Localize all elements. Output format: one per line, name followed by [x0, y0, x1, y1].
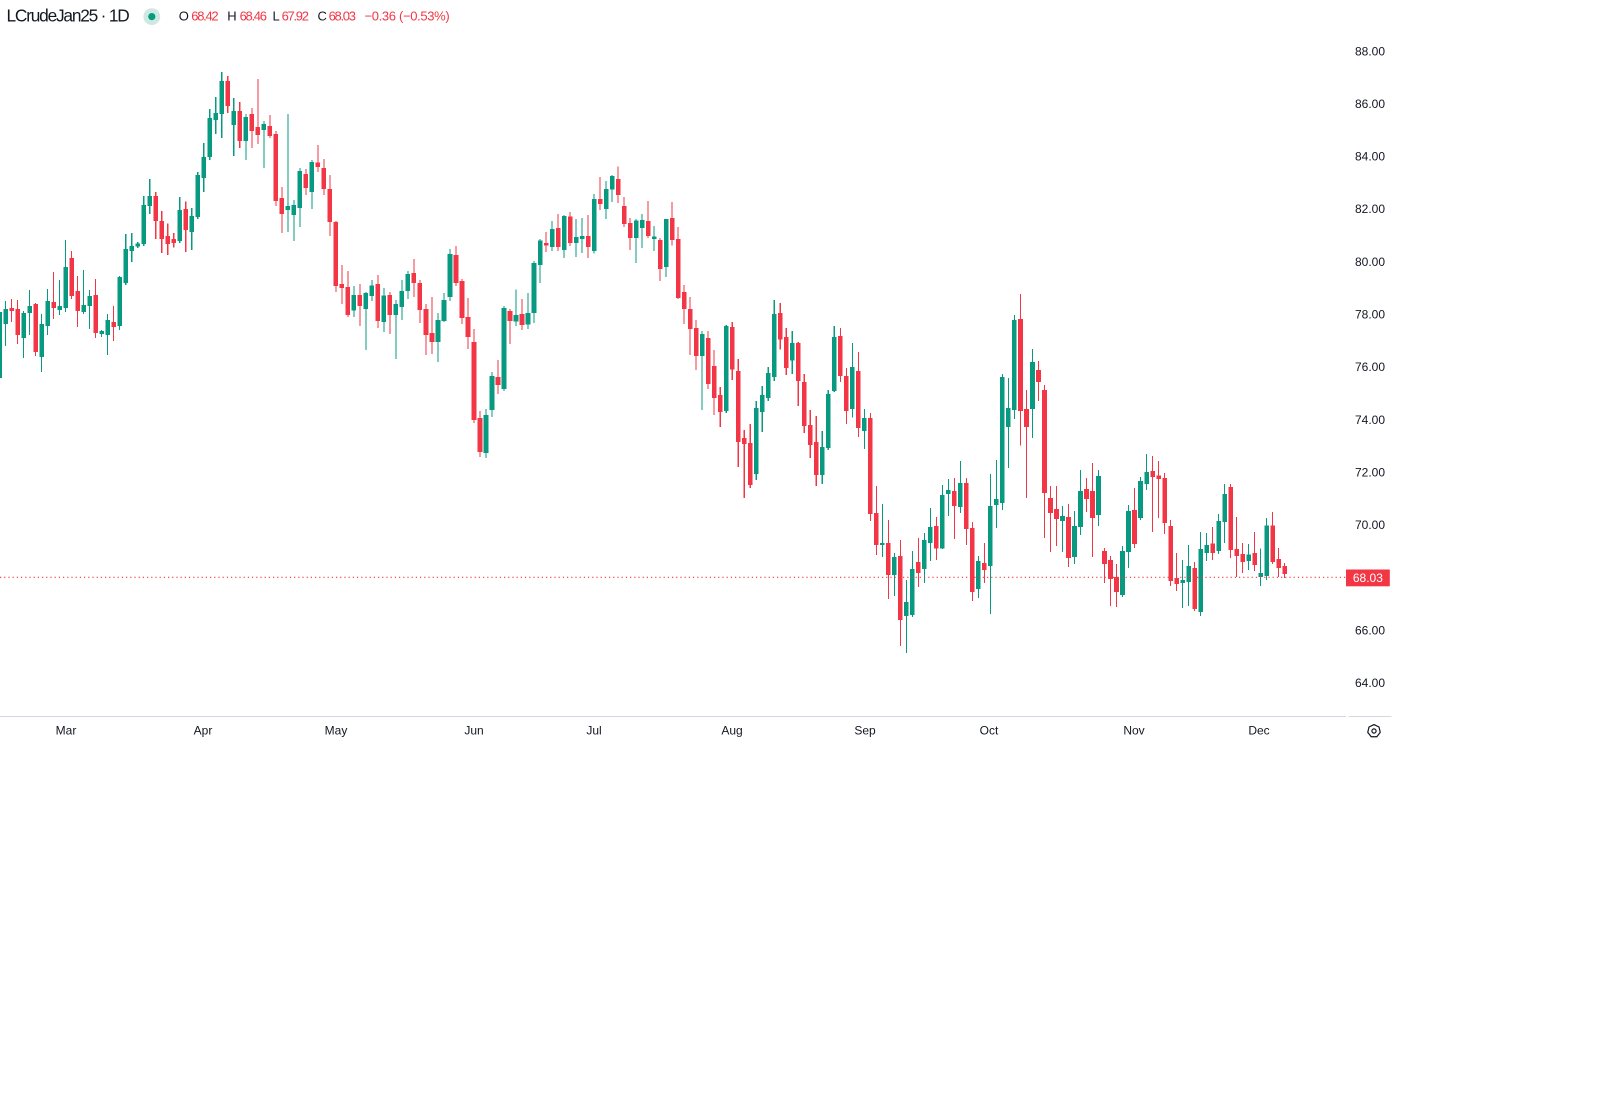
svg-text:Mar: Mar — [56, 723, 77, 737]
svg-text:Aug: Aug — [721, 723, 742, 737]
svg-text:86.00: 86.00 — [1355, 97, 1385, 111]
svg-text:80.00: 80.00 — [1355, 255, 1385, 269]
svg-text:74.00: 74.00 — [1355, 413, 1385, 427]
svg-text:May: May — [325, 723, 348, 737]
svg-text:Nov: Nov — [1123, 723, 1144, 737]
svg-text:84.00: 84.00 — [1355, 150, 1385, 164]
svg-text:Jun: Jun — [464, 723, 483, 737]
svg-text:66.00: 66.00 — [1355, 623, 1385, 637]
svg-text:Apr: Apr — [194, 723, 213, 737]
svg-text:Jul: Jul — [586, 723, 601, 737]
svg-text:78.00: 78.00 — [1355, 308, 1385, 322]
svg-text:88.00: 88.00 — [1355, 44, 1385, 58]
svg-text:64.00: 64.00 — [1355, 676, 1385, 690]
svg-text:82.00: 82.00 — [1355, 202, 1385, 216]
svg-text:Oct: Oct — [980, 723, 999, 737]
svg-text:72.00: 72.00 — [1355, 465, 1385, 479]
svg-text:68.03: 68.03 — [1353, 571, 1383, 585]
svg-text:76.00: 76.00 — [1355, 360, 1385, 374]
svg-text:Sep: Sep — [854, 723, 876, 737]
svg-text:LCrudeJan25 · 1D: LCrudeJan25 · 1D — [7, 6, 130, 26]
svg-text:70.00: 70.00 — [1355, 518, 1385, 532]
svg-text:Dec: Dec — [1248, 723, 1269, 737]
